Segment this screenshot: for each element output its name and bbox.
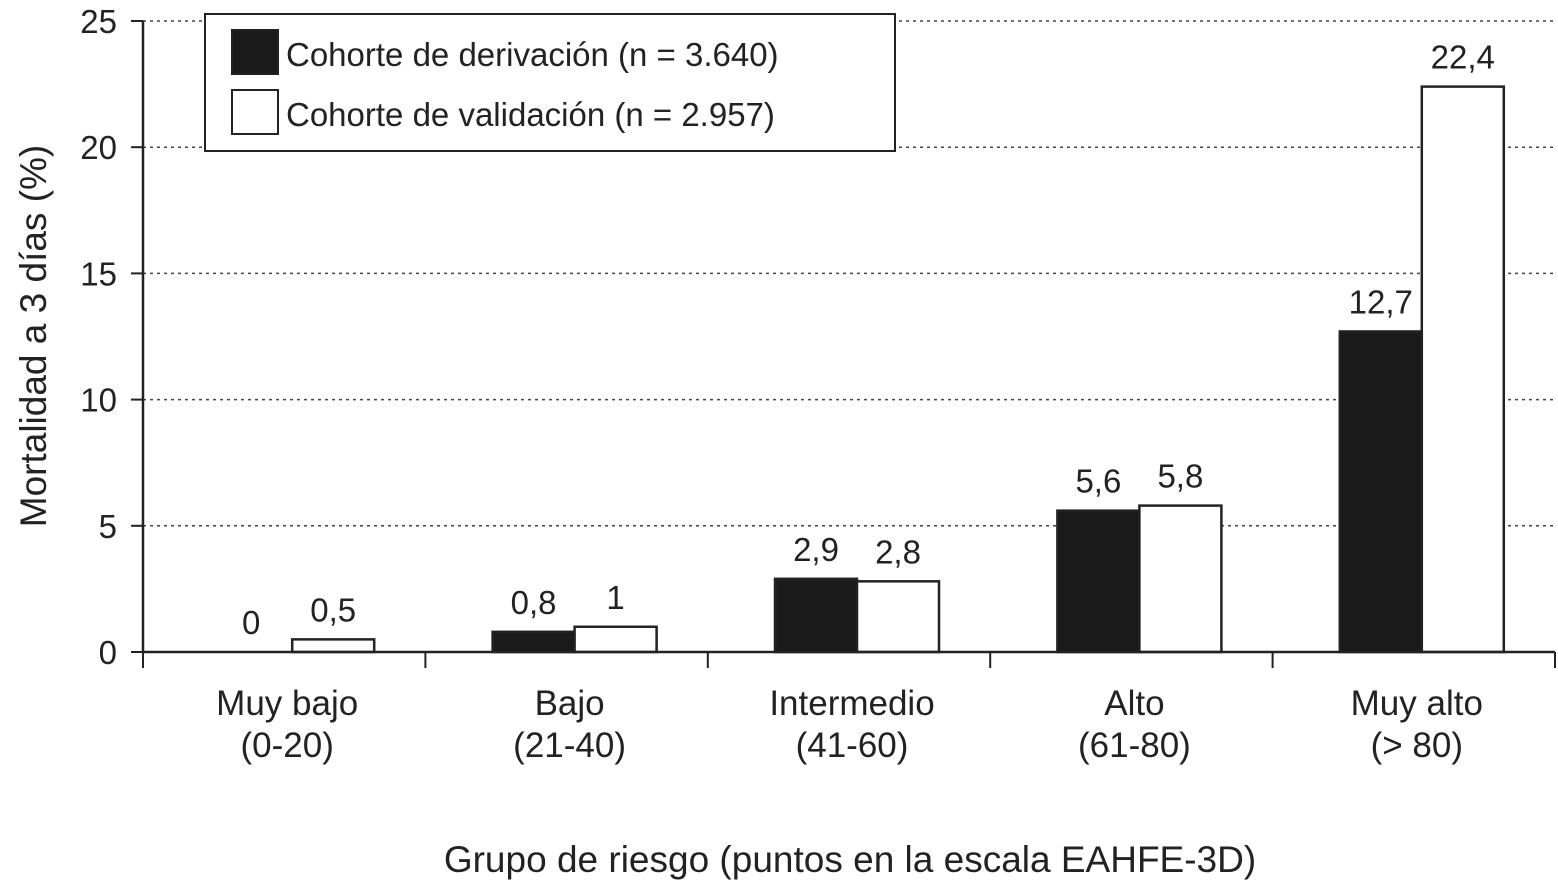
data-label-s0-c2: 2,9 bbox=[793, 531, 839, 568]
data-label-s1-c1: 1 bbox=[606, 579, 624, 616]
bar-s1-c4 bbox=[1420, 85, 1506, 654]
data-label-s0-c3: 5,6 bbox=[1075, 463, 1121, 500]
legend-box bbox=[204, 13, 896, 152]
data-label-s0-c4: 12,7 bbox=[1349, 283, 1413, 320]
category-label-3-line-0: Alto bbox=[1104, 684, 1164, 723]
category-label-3-line-1: (61-80) bbox=[1078, 726, 1191, 765]
legend-label-validacion: Cohorte de validación (n = 2.957) bbox=[286, 96, 775, 133]
y-tick-label-10: 10 bbox=[80, 382, 117, 419]
y-tick-label-20: 20 bbox=[80, 129, 117, 166]
legend: Cohorte de derivación (n = 3.640) Cohort… bbox=[204, 13, 896, 152]
data-label-s1-c0: 0,5 bbox=[310, 591, 356, 628]
bar-s0-c4 bbox=[1338, 330, 1424, 654]
bar-s0-c1 bbox=[491, 630, 576, 654]
category-label-1-line-1: (21-40) bbox=[513, 726, 626, 765]
data-label-s0-c0: 0 bbox=[242, 604, 260, 641]
data-label-s1-c4: 22,4 bbox=[1431, 39, 1495, 76]
category-label-4-line-0: Muy alto bbox=[1351, 684, 1483, 723]
legend-swatch-validacion bbox=[231, 89, 279, 135]
legend-swatch-derivacion bbox=[231, 29, 279, 75]
y-tick-label-15: 15 bbox=[80, 255, 117, 292]
legend-label-derivacion: Cohorte de derivación (n = 3.640) bbox=[286, 36, 779, 73]
data-label-s1-c3: 5,8 bbox=[1157, 458, 1203, 495]
gridlines bbox=[143, 20, 1555, 527]
category-label-2-line-0: Intermedio bbox=[769, 684, 934, 723]
category-label-4-line-1: (> 80) bbox=[1371, 726, 1463, 765]
data-label-s0-c1: 0,8 bbox=[511, 584, 557, 621]
data-labels: 0 0,5 0,8 1 2,9 2,8 5,6 5,8 12,7 22,4 bbox=[242, 39, 1495, 641]
bar-s1-c0 bbox=[290, 638, 376, 654]
bar-s1-c3 bbox=[1138, 504, 1223, 654]
y-tick-label-25: 25 bbox=[80, 3, 117, 40]
bar-s1-c1 bbox=[573, 625, 658, 654]
data-label-s1-c2: 2,8 bbox=[875, 533, 921, 570]
bar-s0-c3 bbox=[1056, 509, 1141, 654]
y-tick-label-5: 5 bbox=[99, 508, 117, 545]
bar-s1-c2 bbox=[855, 580, 941, 654]
category-label-2-line-1: (41-60) bbox=[796, 726, 909, 765]
x-axis-title: Grupo de riesgo (puntos en la escala EAH… bbox=[444, 839, 1256, 880]
bar-s0-c2 bbox=[773, 577, 859, 654]
category-label-1-line-0: Bajo bbox=[535, 684, 605, 723]
category-label-0-line-1: (0-20) bbox=[241, 726, 334, 765]
y-axis-title: Mortalidad a 3 días (%) bbox=[13, 145, 54, 528]
y-tick-label-0: 0 bbox=[99, 634, 117, 671]
category-label-0-line-0: Muy bajo bbox=[216, 684, 358, 723]
